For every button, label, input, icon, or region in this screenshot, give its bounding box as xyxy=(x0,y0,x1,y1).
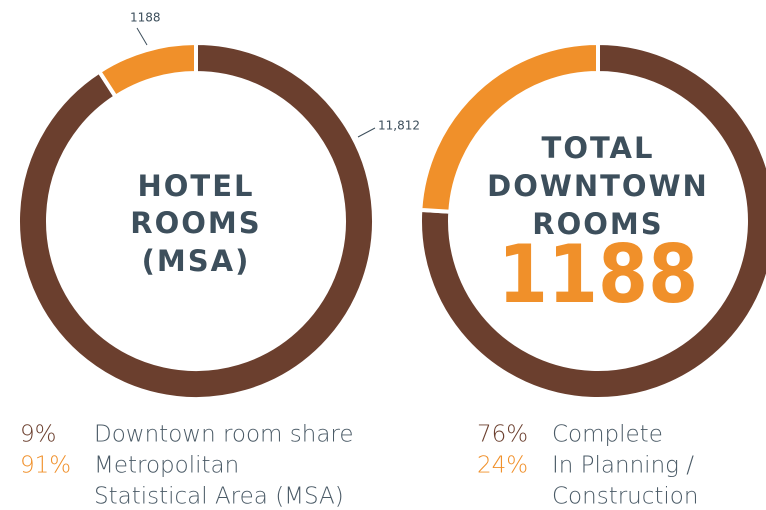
leader-line xyxy=(136,27,148,46)
donut-segment xyxy=(16,40,376,401)
value-label: 11,812 xyxy=(378,119,420,133)
leader-line xyxy=(357,127,376,138)
center-value: 1188 xyxy=(498,228,698,321)
legend-label: Downtown room share xyxy=(94,422,354,448)
center-title: DOWNTOWN xyxy=(487,169,709,203)
legend-label: In Planning / xyxy=(552,453,694,479)
legend-share: 9% xyxy=(20,422,57,448)
donut-segment xyxy=(418,40,600,214)
center-title: HOTEL xyxy=(138,169,255,203)
center-title: ROOMS xyxy=(532,207,663,241)
legend-label: Construction xyxy=(552,484,698,510)
legend-share: 24% xyxy=(477,453,528,479)
legend-label: Metropolitan xyxy=(94,453,239,479)
legend-label: Complete xyxy=(552,422,663,448)
center-title: (MSA) xyxy=(142,244,251,278)
legend-share: 76% xyxy=(477,422,528,448)
center-title: TOTAL xyxy=(542,131,655,165)
legend-label: Statistical Area (MSA) xyxy=(94,484,344,510)
donut-segment xyxy=(96,40,198,100)
legend-share: 91% xyxy=(20,453,71,479)
value-label: 1188 xyxy=(130,11,161,25)
center-title: ROOMS xyxy=(130,206,261,240)
donut-segment xyxy=(418,40,766,401)
